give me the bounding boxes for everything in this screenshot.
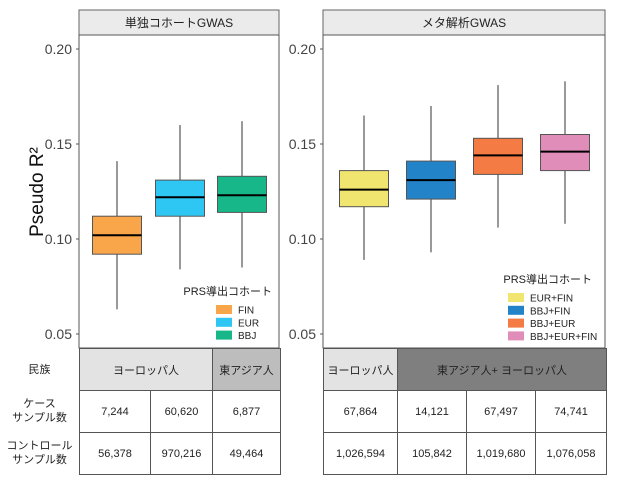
controls-cell: 1,026,594 xyxy=(323,432,398,475)
y-tick-label: 0.15 xyxy=(45,136,72,152)
right-sample-table: ヨーロッパ人 東アジア人+ ヨーロッパ人 67,864 14,121 67,49… xyxy=(323,348,608,475)
legend-title: PRS導出コホート xyxy=(183,284,272,298)
controls-cell: 49,464 xyxy=(212,432,281,475)
left-sample-table: ヨーロッパ人 東アジア人 7,244 60,620 6,877 56,378 9… xyxy=(79,348,281,475)
y-tick-label: 0.20 xyxy=(45,41,72,57)
legend-swatch xyxy=(508,331,524,341)
legend-label: EUR+FIN xyxy=(530,294,573,305)
controls-cell: 56,378 xyxy=(79,432,151,475)
legend-label: BBJ+EUR+FIN xyxy=(530,332,597,343)
controls-cell: 1,019,680 xyxy=(466,432,536,475)
y-tick-label: 0.20 xyxy=(289,41,316,57)
cases-cell: 14,121 xyxy=(397,390,467,433)
y-tick-label: 0.10 xyxy=(45,231,72,247)
legend-label: FIN xyxy=(238,306,254,317)
legend-swatch xyxy=(508,293,524,302)
ethnicity-european: ヨーロッパ人 xyxy=(79,348,213,391)
y-tick-label: 0.15 xyxy=(289,136,316,152)
controls-cell: 105,842 xyxy=(397,432,467,475)
legend-swatch xyxy=(508,318,524,328)
legend-swatch xyxy=(216,305,232,314)
cases-cell: 6,877 xyxy=(212,390,281,433)
row-label-controls-2: サンプル数 xyxy=(12,454,67,466)
controls-cell: 970,216 xyxy=(150,432,213,475)
cases-cell: 67,497 xyxy=(466,390,536,433)
y-tick-label: 0.10 xyxy=(289,231,316,247)
cases-cell: 60,620 xyxy=(150,390,213,433)
row-label-cases-1: ケース xyxy=(23,398,56,410)
legend-swatch xyxy=(216,330,232,340)
ethnicity-east-asian: 東アジア人 xyxy=(212,348,281,391)
row-label-cases-2: サンプル数 xyxy=(12,412,67,424)
legend-label: BBJ xyxy=(238,331,256,342)
panel-strip xyxy=(78,9,280,36)
row-label-cases: ケース サンプル数 xyxy=(0,397,79,425)
legend-label: BBJ+FIN xyxy=(530,306,570,317)
controls-cell: 1,076,058 xyxy=(534,432,608,475)
legend-title: PRS導出コホート xyxy=(503,272,592,286)
legend-label: EUR xyxy=(238,318,259,329)
cases-cell: 74,741 xyxy=(534,390,608,433)
panel-strip xyxy=(322,9,606,36)
legend-swatch xyxy=(508,305,524,315)
panel-title: メタ解析GWAS xyxy=(422,16,506,30)
y-axis-label: Pseudo R² xyxy=(27,147,48,237)
legend-swatch xyxy=(216,317,232,327)
y-tick-label: 0.05 xyxy=(289,326,316,342)
row-label-controls: コントロール サンプル数 xyxy=(0,439,79,467)
legend-label: BBJ+EUR xyxy=(530,319,575,330)
y-tick-label: 0.05 xyxy=(45,326,72,342)
ethnicity-east-asian-european: 東アジア人+ ヨーロッパ人 xyxy=(396,348,608,391)
row-label-ethnicity: 民族 xyxy=(28,364,51,376)
cases-cell: 67,864 xyxy=(323,390,398,433)
panel-title: 単独コホートGWAS xyxy=(125,16,233,30)
row-label-controls-1: コントロール xyxy=(6,440,73,452)
ethnicity-european: ヨーロッパ人 xyxy=(323,348,398,391)
cases-cell: 7,244 xyxy=(79,390,151,433)
